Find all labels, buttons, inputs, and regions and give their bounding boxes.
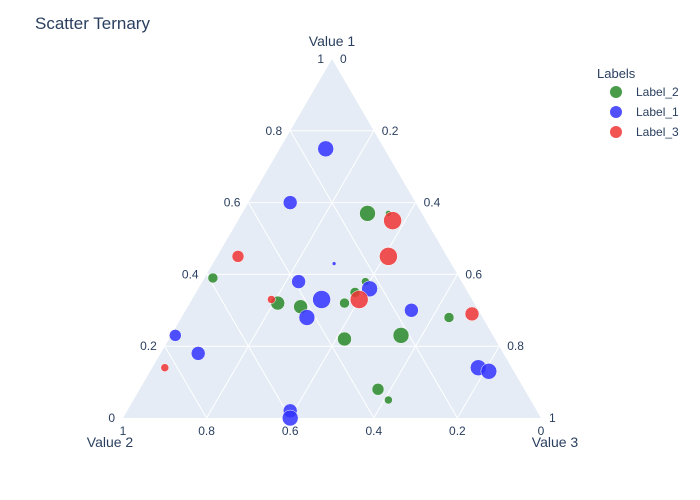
tick-label-c: 0.2 — [382, 124, 399, 138]
data-point — [231, 250, 245, 263]
data-point — [281, 409, 299, 427]
data-point — [349, 290, 369, 309]
tick-label-b: 0.8 — [198, 424, 215, 438]
tick-label-a: 0.6 — [224, 196, 241, 210]
tick-label-b: 0.4 — [365, 424, 382, 438]
grid-line-c — [373, 274, 458, 419]
tick-label-a: 0.8 — [266, 124, 283, 138]
ternary-plot-area: 00.20.40.60.8100.20.40.60.8100.20.40.60.… — [108, 52, 556, 438]
axis-c-title: Value 3 — [532, 434, 579, 450]
data-point — [392, 327, 410, 344]
tick-label-a: 1 — [317, 52, 324, 66]
axis-a-title: Value 1 — [309, 33, 356, 49]
grid-line-b — [247, 202, 375, 419]
data-point — [404, 303, 419, 318]
data-point — [207, 272, 219, 284]
legend-item: Label_1 — [610, 105, 679, 119]
data-point — [361, 280, 378, 298]
grid-line-b — [164, 345, 208, 419]
data-point — [464, 306, 480, 322]
data-point — [383, 211, 402, 230]
legend-marker — [610, 126, 622, 138]
grid-line-c — [456, 345, 500, 419]
tick-label-c: 0.6 — [465, 267, 482, 281]
tick-labels: 00.20.40.60.8100.20.40.60.8100.20.40.60.… — [108, 52, 556, 438]
tick-label-b: 1 — [120, 424, 127, 438]
data-point — [298, 309, 316, 326]
data-point — [312, 290, 331, 309]
tick-label-a: 0 — [108, 411, 115, 425]
legend-items: Label_2 Label_1 Label_3 — [610, 85, 679, 139]
data-point — [331, 261, 337, 266]
data-point — [291, 274, 306, 289]
tick-label-c: 0.8 — [507, 339, 524, 353]
legend-title: Labels — [597, 66, 636, 81]
tick-label-b: 0.6 — [282, 424, 299, 438]
grid-line-c — [289, 202, 417, 419]
data-point — [480, 363, 498, 380]
axis-b-title: Value 2 — [87, 434, 134, 450]
tick-label-a: 0.4 — [182, 267, 199, 281]
data-point — [359, 205, 376, 222]
legend-item: Label_2 — [610, 85, 679, 99]
data-points — [160, 140, 498, 427]
data-point — [169, 329, 182, 342]
grid-line-b — [206, 274, 291, 419]
data-point — [384, 395, 393, 405]
data-point — [282, 195, 298, 210]
tick-label-a: 0.2 — [140, 339, 157, 353]
legend-marker — [610, 106, 622, 118]
legend: Labels Label_2 Label_1 Label_3 — [597, 66, 679, 139]
data-point — [317, 140, 334, 158]
series-Label_3 — [160, 211, 480, 372]
data-point — [337, 331, 352, 347]
series-Label_1 — [169, 140, 498, 427]
tick-label-c: 0.4 — [424, 196, 441, 210]
data-point — [190, 346, 206, 361]
tick-label-c: 0 — [340, 52, 347, 66]
legend-label: Label_2 — [636, 85, 679, 99]
chart-title: Scatter Ternary — [35, 14, 150, 33]
tick-label-c: 1 — [549, 411, 556, 425]
data-point — [339, 297, 350, 309]
grid-lines — [164, 130, 500, 419]
ternary-background — [123, 59, 541, 418]
legend-marker — [610, 86, 622, 98]
legend-label: Label_3 — [636, 125, 679, 139]
data-point — [443, 312, 455, 323]
data-point — [371, 383, 385, 396]
data-point — [267, 295, 276, 304]
data-point — [379, 247, 398, 266]
data-point — [160, 363, 170, 372]
tick-label-b: 0 — [538, 424, 545, 438]
legend-label: Label_1 — [636, 105, 679, 119]
tick-label-b: 0.2 — [449, 424, 466, 438]
legend-item: Label_3 — [610, 125, 679, 139]
